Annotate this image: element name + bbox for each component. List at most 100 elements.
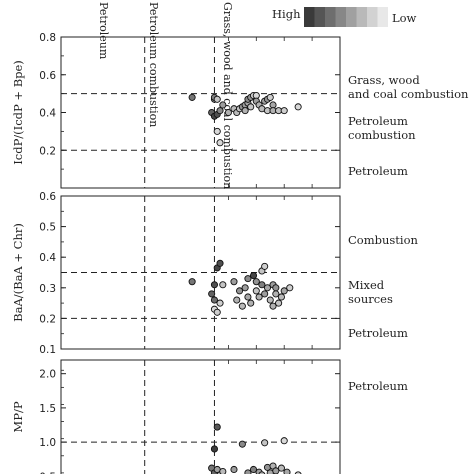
data-point (266, 93, 274, 101)
data-point (249, 272, 258, 280)
legend-low-label: Low (392, 11, 417, 25)
legend-shade-box (325, 7, 336, 27)
y-tick-label: 0.6 (39, 191, 56, 203)
y-axis-label: MP/P (11, 401, 25, 432)
data-point (216, 107, 224, 115)
data-point (241, 284, 249, 292)
data-point (213, 423, 221, 431)
panel-frame (60, 359, 341, 474)
y-tick-label: 0.4 (39, 252, 56, 264)
y-tick-label: 0.6 (39, 70, 56, 82)
data-point (294, 471, 302, 474)
data-point (255, 293, 263, 301)
data-point (275, 299, 283, 307)
zone-label: Mixed sources (348, 278, 393, 306)
y-tick-label: 0.5 (39, 471, 56, 474)
data-point (247, 299, 255, 307)
data-point (261, 290, 269, 298)
zone-label-line: Grass, wood (348, 73, 420, 87)
zone-label: Petroleum (348, 379, 408, 393)
chart-panels: 0.2 0.4 0.6 0.8 IcdP/(IcdP + Bpe) Grass, wood… (11, 32, 469, 474)
zone-label-line: Petroleum (348, 326, 408, 340)
data-point (294, 103, 302, 111)
data-point (188, 278, 196, 286)
legend-shade-box (314, 7, 325, 27)
y-tick-label: 0.1 (39, 344, 56, 356)
data-point (208, 290, 216, 298)
zone-label: Combustion (348, 233, 419, 247)
column-header-grass-wood-coal-text: Grass, wood and coal combustion (221, 2, 234, 189)
data-point (252, 287, 260, 295)
data-point (272, 284, 280, 292)
panel-1: 0.2 0.4 0.6 0.8 IcdP/(IcdP + Bpe) Grass, wood… (11, 32, 469, 189)
data-point (244, 469, 252, 474)
zone-label-line: Petroleum (348, 114, 408, 128)
y-tick-label: 0.3 (39, 283, 56, 295)
data-point (244, 275, 252, 283)
data-point (224, 108, 232, 117)
zone-label: Petroleum (348, 326, 408, 340)
data-point (216, 299, 224, 307)
legend-shade-box (346, 7, 357, 27)
column-header-grass-wood-coal: Grass, wood and coal combustion (221, 2, 234, 189)
column-header-petroleum: Petroleum (97, 2, 110, 60)
column-headers: Petroleum Petroleum combustion Grass, wo… (97, 2, 234, 189)
data-point (216, 259, 224, 267)
data-point (216, 139, 224, 147)
data-point (233, 296, 241, 304)
y-tick-label: 0.5 (39, 222, 56, 234)
data-point (266, 296, 274, 304)
legend-shade-scale (304, 7, 388, 27)
data-point (272, 290, 280, 298)
data-point (261, 439, 269, 447)
data-point (280, 107, 288, 115)
y-tick-label: 0.2 (39, 145, 56, 157)
data-point (277, 293, 285, 301)
data-point (219, 467, 227, 474)
column-header-petroleum-combustion: Petroleum combustion (147, 2, 160, 127)
y-axis-label: BaA/(BaA + Chr) (11, 223, 25, 322)
data-point (241, 107, 249, 115)
data-point (219, 101, 227, 109)
legend-shade-box (304, 7, 315, 27)
data-point (280, 287, 288, 295)
data-point (277, 464, 285, 472)
data-point (236, 287, 244, 295)
zone-label: Grass, wood and coal combustion (348, 73, 469, 101)
zone-label: Petroleum combustion (348, 114, 416, 142)
data-point (230, 465, 238, 474)
panel-frame (60, 36, 341, 189)
data-point (269, 302, 277, 310)
data-point (249, 465, 258, 474)
zone-label: Petroleum (348, 164, 408, 178)
data-point (210, 281, 218, 289)
data-point (188, 93, 196, 101)
data-point (258, 471, 266, 474)
column-header-petroleum-combustion-text: Petroleum combustion (147, 2, 160, 127)
zone-label-line: Combustion (348, 233, 419, 247)
legend-shade-box (377, 7, 388, 27)
data-point (258, 281, 266, 289)
legend-shade-box (367, 7, 378, 27)
data-point (238, 440, 246, 448)
legend-shade-box (335, 7, 346, 27)
zone-label-line: combustion (348, 128, 416, 142)
y-tick-label: 1.0 (39, 437, 56, 449)
shade-legend: High Low (272, 7, 417, 27)
zone-label-line: Petroleum (348, 379, 408, 393)
data-point (213, 127, 221, 135)
data-point (252, 278, 260, 286)
y-tick-label: 0.2 (39, 313, 56, 325)
zone-label-line: Mixed (348, 278, 385, 292)
panel-3: 0.5 1.0 1.5 2.0 MP/P Petroleum (11, 359, 408, 474)
data-point (280, 437, 288, 445)
data-point (283, 468, 291, 474)
zone-label-line: and coal combustion (348, 87, 469, 101)
y-tick-label: 1.5 (39, 403, 56, 415)
data-point (210, 445, 218, 453)
data-point (213, 308, 221, 316)
legend-high-label: High (272, 7, 301, 21)
y-tick-label: 0.4 (39, 108, 56, 120)
y-tick-label: 0.8 (39, 32, 56, 44)
